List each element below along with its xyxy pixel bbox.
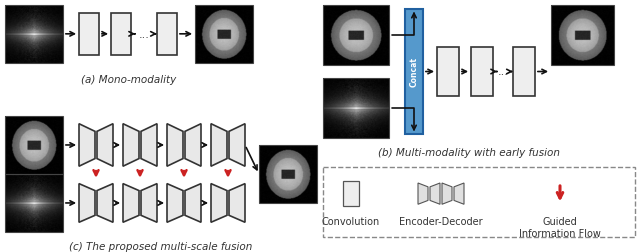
Text: Convolution: Convolution — [322, 217, 380, 227]
Bar — [5, 116, 63, 174]
Bar — [259, 145, 317, 203]
Bar — [111, 13, 131, 55]
Text: (c) The proposed multi-scale fusion: (c) The proposed multi-scale fusion — [69, 242, 253, 251]
Text: (b) Multi-modality with early fusion: (b) Multi-modality with early fusion — [378, 148, 559, 158]
Polygon shape — [211, 184, 227, 222]
Polygon shape — [123, 184, 139, 222]
Bar — [471, 47, 493, 96]
Polygon shape — [229, 124, 245, 166]
Bar — [323, 167, 635, 237]
Bar — [195, 5, 253, 63]
Bar — [551, 5, 614, 65]
Polygon shape — [123, 124, 139, 166]
Bar — [513, 47, 535, 96]
Bar — [343, 181, 359, 206]
Polygon shape — [167, 124, 183, 166]
Polygon shape — [167, 184, 183, 222]
Polygon shape — [211, 124, 227, 166]
Polygon shape — [141, 184, 157, 222]
Text: ...: ... — [139, 30, 149, 40]
Polygon shape — [141, 124, 157, 166]
Bar — [79, 13, 99, 55]
Text: Guided
Information Flow: Guided Information Flow — [519, 217, 601, 239]
Polygon shape — [185, 184, 201, 222]
Bar — [5, 174, 63, 232]
Polygon shape — [79, 124, 95, 166]
Bar — [405, 9, 423, 134]
Polygon shape — [97, 124, 113, 166]
Text: Concat: Concat — [410, 56, 419, 86]
Polygon shape — [418, 183, 428, 204]
Bar — [323, 5, 389, 65]
Polygon shape — [229, 184, 245, 222]
Bar — [5, 5, 63, 63]
Polygon shape — [430, 183, 440, 204]
Polygon shape — [185, 124, 201, 166]
Bar — [437, 47, 459, 96]
Text: Encoder-Decoder: Encoder-Decoder — [399, 217, 483, 227]
Polygon shape — [454, 183, 464, 204]
Bar — [551, 5, 614, 65]
Polygon shape — [442, 183, 452, 204]
Polygon shape — [79, 184, 95, 222]
Text: (a) Mono-modality: (a) Mono-modality — [81, 75, 177, 85]
Bar — [5, 116, 63, 174]
Bar — [259, 145, 317, 203]
Bar — [323, 78, 389, 138]
Bar — [195, 5, 253, 63]
Polygon shape — [97, 184, 113, 222]
Bar — [157, 13, 177, 55]
Text: ...: ... — [497, 68, 508, 77]
Bar — [323, 5, 389, 65]
